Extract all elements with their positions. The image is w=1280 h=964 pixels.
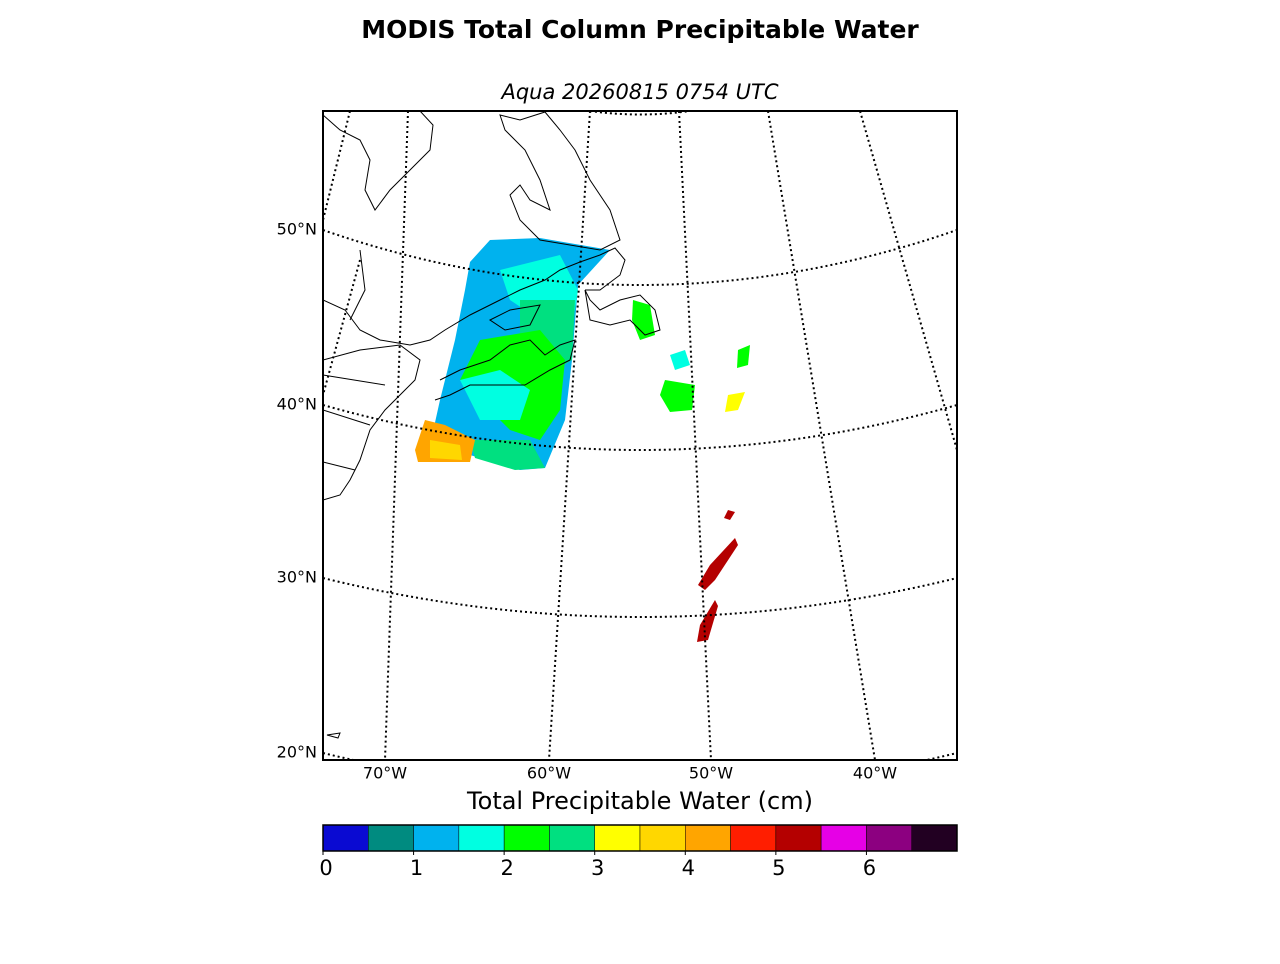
colorbar-frame — [322, 824, 958, 852]
colorbar-tick-label: 6 — [863, 856, 876, 880]
colorbar-swatch — [368, 824, 414, 852]
colorbar-swatch — [594, 824, 641, 852]
colorbar-swatch — [458, 824, 505, 852]
map-frame — [322, 110, 958, 761]
subtitle: Aqua 20260815 0754 UTC — [499, 80, 778, 104]
title: MODIS Total Column Precipitable Water — [361, 15, 919, 44]
colorbar-tick-label: 2 — [500, 856, 513, 880]
lon-label: 70°W — [363, 764, 407, 783]
colorbar-swatch — [413, 824, 460, 852]
lat-label: 50°N — [277, 220, 317, 239]
colorbar-swatch — [730, 824, 777, 852]
colorbar-swatch — [911, 824, 958, 852]
lon-label: 60°W — [527, 764, 571, 783]
colorbar-tick-label: 0 — [319, 856, 332, 880]
colorbar-swatch — [639, 824, 686, 852]
colorbar-swatch — [549, 824, 595, 852]
colorbar-tick-label: 4 — [682, 856, 695, 880]
colorbar-swatch — [685, 824, 731, 852]
colorbar-swatch — [322, 824, 369, 852]
map — [323, 111, 957, 760]
colorbar-tick-label: 1 — [410, 856, 423, 880]
colorbar-tick-label: 5 — [772, 856, 785, 880]
lon-label: 50°W — [689, 764, 733, 783]
colorbar-swatch — [820, 824, 867, 852]
coastlines — [323, 111, 661, 739]
colorbar-swatch — [866, 824, 912, 852]
colorbar-tick-label: 3 — [591, 856, 604, 880]
lat-label: 40°N — [277, 395, 317, 414]
colorbar-label: Total Precipitable Water (cm) — [466, 787, 813, 815]
lat-label: 30°N — [277, 568, 317, 587]
data-swath — [415, 238, 750, 642]
colorbar-swatch — [775, 824, 822, 852]
lon-label: 40°W — [853, 764, 897, 783]
colorbar-swatch — [503, 824, 550, 852]
lat-label: 20°N — [277, 743, 317, 762]
graticule — [323, 111, 957, 760]
